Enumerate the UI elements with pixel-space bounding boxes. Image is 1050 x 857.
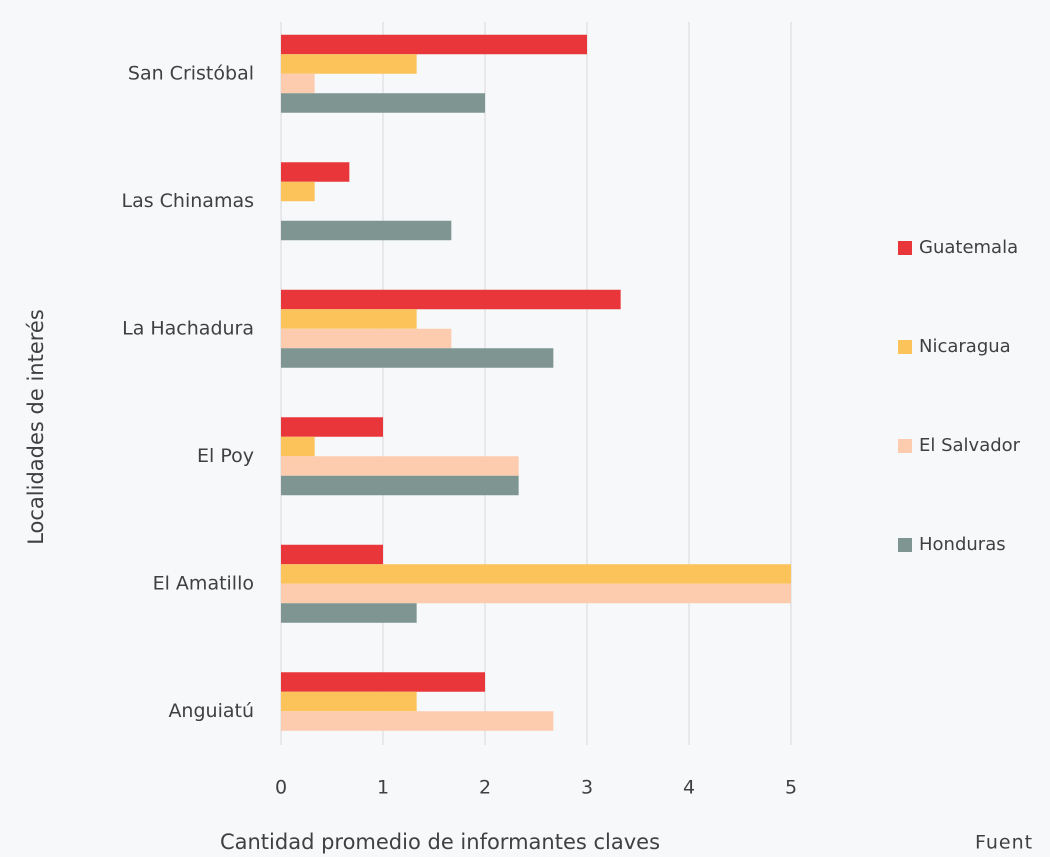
legend-label: Honduras [919,534,1006,555]
y-tick-label: Las Chinamas [122,190,255,212]
bar [281,54,417,74]
legend-label: El Salvador [919,435,1021,456]
x-tick-label: 4 [683,777,695,799]
legend-swatch [898,241,912,255]
bar [281,475,519,496]
legend-swatch [898,439,912,453]
legend-label: Nicaragua [919,336,1011,357]
y-axis-title: Localidades de interés [24,309,48,545]
x-tick-label: 2 [479,777,491,799]
bar [281,309,417,329]
bar [281,603,417,623]
bar [281,220,452,241]
x-tick-label: 0 [275,777,287,799]
bar [281,564,791,584]
bar [281,289,621,310]
y-tick-label: La Hachadura [122,317,254,339]
bar [281,711,554,731]
y-tick-label: El Amatillo [153,572,254,594]
bar [281,417,383,437]
legend-swatch [898,538,912,552]
bar [281,436,315,457]
bar [281,181,315,202]
bar [281,456,519,476]
bar [281,691,417,712]
legend-label: Guatemala [919,237,1018,258]
x-tick-label: 3 [581,777,593,799]
y-tick-label: San Cristóbal [128,62,254,84]
y-tick-label: Anguiatú [168,700,254,722]
bar [281,73,315,94]
x-tick-label: 1 [377,777,389,799]
bar [281,544,383,565]
bar [281,93,485,113]
y-tick-label: El Poy [197,445,254,467]
x-axis-title: Cantidad promedio de informantes claves [220,830,660,854]
bar [281,34,587,55]
bar [281,328,452,349]
legend-swatch [898,340,912,354]
bar [281,348,554,368]
x-tick-label: 5 [785,777,797,799]
bar [281,162,350,182]
bar [281,583,791,604]
bar [281,672,485,692]
source-note: Fuent [975,832,1033,854]
